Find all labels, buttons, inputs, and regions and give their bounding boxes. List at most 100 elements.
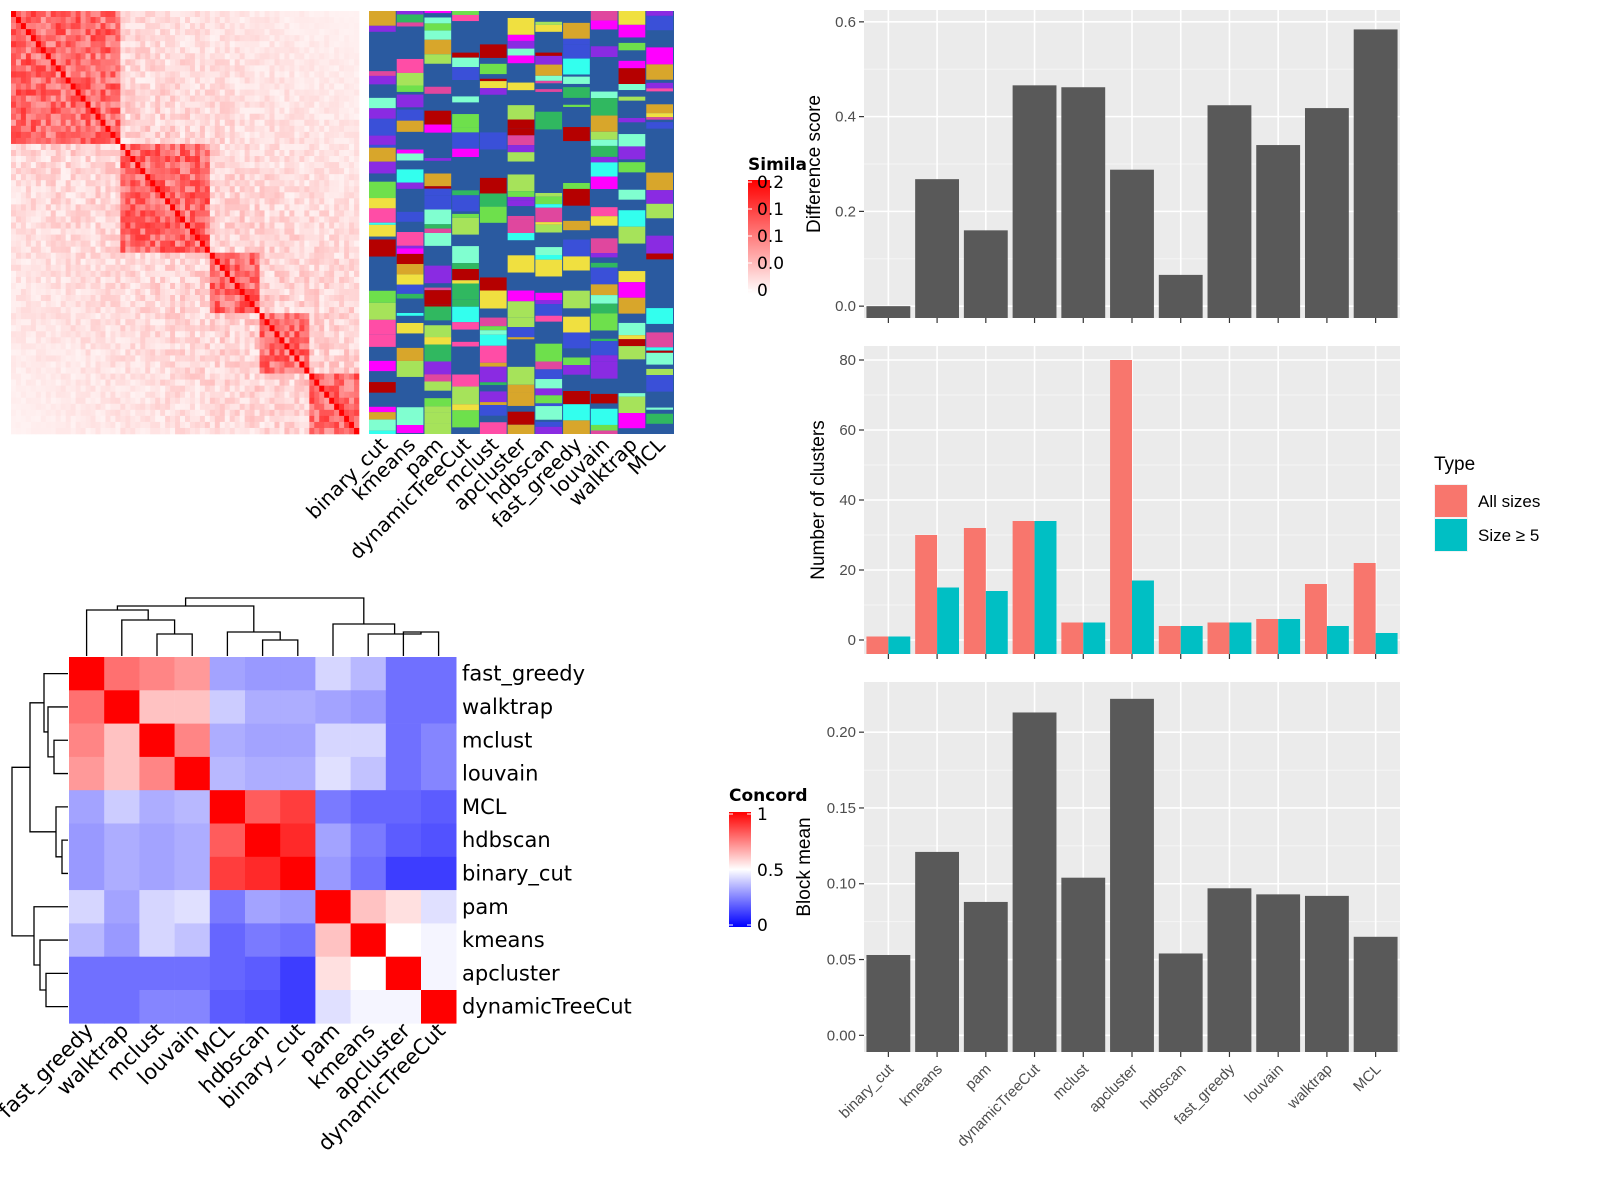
similarity-cell [170,409,176,417]
similarity-cell [130,355,136,362]
similarity-cell [100,240,106,247]
similarity-cell [259,307,265,314]
similarity-cell [185,180,191,187]
similarity-cell [155,264,161,272]
similarity-cell [110,421,116,429]
similarity-cell [314,186,320,193]
similarity-cell [125,288,131,296]
similarity-cell [11,276,17,284]
similarity-cell [349,325,355,332]
similarity-cell [324,288,330,296]
similarity-cell [135,331,141,338]
similarity-cell [204,162,211,169]
similarity-cell [50,258,57,266]
similarity-cell [30,222,37,229]
similarity-cell [334,373,340,380]
similarity-cell [289,149,295,157]
similarity-cell [329,23,335,30]
similarity-cell [339,29,345,36]
similarity-cell [284,95,290,102]
similarity-cell [249,47,255,54]
similarity-cell [145,174,151,181]
similarity-cell [165,397,171,405]
similarity-cell [264,409,270,417]
similarity-cell [219,210,226,217]
similarity-cell [185,343,191,350]
similarity-cell [135,258,141,266]
similarity-cell [155,59,161,66]
similarity-cell [105,186,111,193]
similarity-cell [244,198,250,205]
similarity-cell [354,252,360,260]
similarity-cell [334,331,340,338]
similarity-cell [189,198,196,205]
similarity-cell [60,83,66,90]
similarity-cell [95,210,101,217]
similarity-cell [344,125,350,133]
similarity-cell [189,89,196,96]
similarity-cell [175,23,181,30]
similarity-cell [25,319,32,326]
similarity-cell [339,59,345,66]
similarity-cell [344,421,350,429]
similarity-cell [165,288,171,296]
similarity-cell [50,89,57,96]
similarity-cell [180,403,186,411]
similarity-cell [344,17,350,24]
similarity-cell [334,125,340,133]
similarity-cell [199,210,206,217]
similarity-cell [135,162,141,169]
cluster-label-segment [424,325,452,338]
similarity-cell [55,349,62,356]
similarity-cell [279,125,285,133]
similarity-cell [155,131,161,139]
similarity-cell [254,313,260,320]
similarity-cell [170,246,176,254]
similarity-cell [254,343,260,350]
similarity-cell [269,361,275,368]
similarity-cell [85,204,91,211]
similarity-cell [25,216,32,223]
similarity-cell [55,216,62,223]
similarity-cell [289,246,295,254]
similarity-cell [339,210,345,217]
similarity-cell [65,391,71,399]
similarity-cell [209,415,216,423]
similarity-cell [185,65,191,72]
similarity-cell [185,174,191,181]
similarity-cell [229,403,236,411]
similarity-cell [314,252,320,260]
similarity-cell [130,65,136,72]
similarity-cell [334,295,340,302]
similarity-cell [165,204,171,211]
similarity-cell [160,355,166,362]
similarity-cell [70,204,76,211]
similarity-cell [289,101,295,108]
similarity-cell [329,258,335,266]
similarity-cell [30,186,37,193]
similarity-cell [274,186,280,193]
similarity-cell [344,270,350,278]
similarity-cell [35,307,42,314]
similarity-cell [25,391,32,399]
similarity-cell [50,367,57,374]
similarity-cell [75,373,81,380]
similarity-cell [170,149,176,157]
similarity-cell [40,119,47,127]
similarity-cell [165,319,171,326]
similarity-cell [80,143,86,151]
similarity-cell [75,17,81,24]
similarity-cell [130,379,136,386]
similarity-cell [20,228,27,235]
similarity-cell [319,101,325,108]
similarity-cell [90,89,96,96]
similarity-cell [25,168,32,175]
similarity-cell [140,415,146,423]
similarity-cell [354,295,360,302]
similarity-cell [120,313,126,320]
similarity-cell [80,319,86,326]
similarity-cell [194,143,201,151]
similarity-cell [80,409,86,417]
similarity-cell [170,41,176,48]
similarity-cell [264,427,270,435]
